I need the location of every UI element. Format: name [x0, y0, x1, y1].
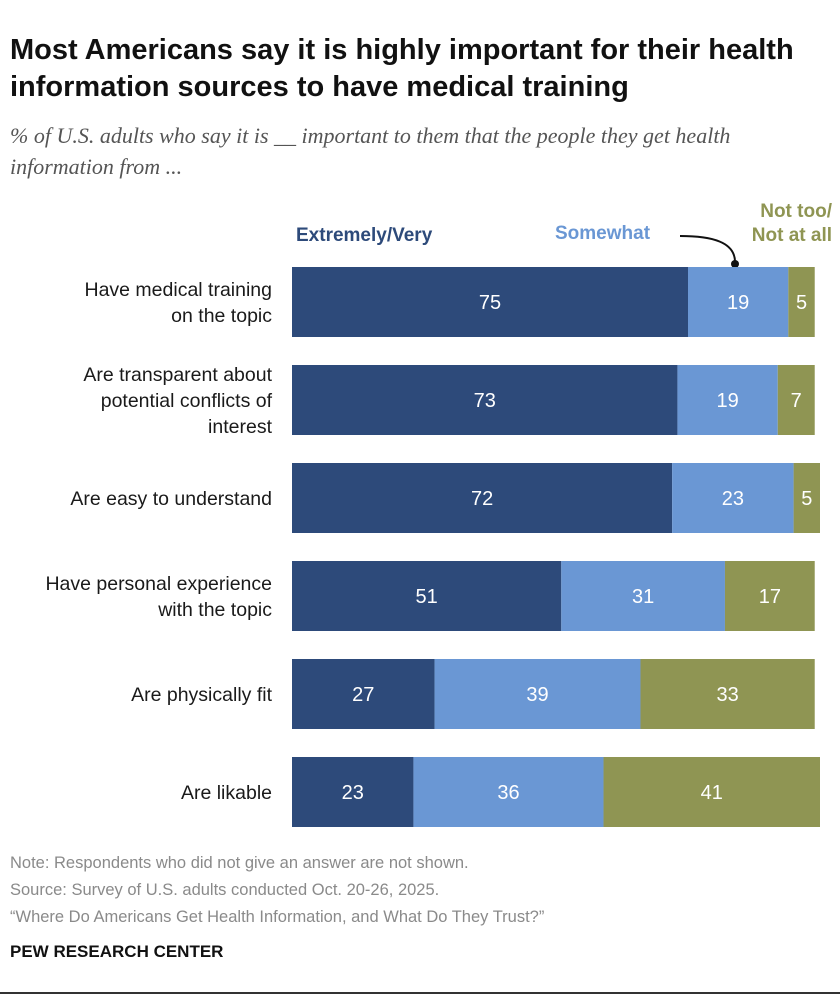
category-label: Have personal experience with the topic	[45, 573, 272, 621]
category-label: Have medical training on the topic	[84, 279, 272, 327]
bar-segment-somewhat	[434, 659, 641, 729]
bar-value-label: 7	[791, 390, 802, 412]
bar-segment-not-too	[793, 463, 820, 533]
bar-value-label: 19	[716, 390, 738, 412]
legend-pointer-dot	[731, 260, 739, 268]
bar-value-label: 51	[416, 586, 438, 608]
footer-note: Note: Respondents who did not give an an…	[10, 854, 469, 872]
footer-report-title: “Where Do Americans Get Health Informati…	[10, 908, 545, 926]
legend-not-too: Not too/ Not at all	[692, 200, 832, 248]
bar-value-label: 41	[701, 782, 723, 804]
bar-value-label: 73	[474, 390, 496, 412]
bar-segment-extremely-very	[292, 267, 688, 337]
brand-logo-text: PEW RESEARCH CENTER	[10, 942, 224, 961]
legend-pointer-line	[679, 235, 736, 263]
bar-value-label: 72	[471, 488, 493, 510]
bar-value-label: 23	[722, 488, 744, 510]
bar-segment-not-too	[777, 365, 815, 435]
bar-segment-extremely-very	[292, 463, 673, 533]
bar-value-label: 75	[479, 292, 501, 314]
bar-segment-not-too	[603, 757, 820, 827]
bar-segment-extremely-very	[292, 757, 414, 827]
bar-segment-not-too	[640, 659, 815, 729]
bar-value-label: 19	[727, 292, 749, 314]
category-label: Are physically fit	[131, 684, 272, 706]
bar-segment-somewhat	[688, 267, 789, 337]
bar-segment-somewhat	[413, 757, 604, 827]
legend-not-too-line1: Not too/	[760, 201, 832, 222]
bar-value-label: 31	[632, 586, 654, 608]
bar-value-label: 33	[716, 684, 738, 706]
bar-value-label: 39	[526, 684, 548, 706]
legend-not-too-line2: Not at all	[751, 225, 832, 246]
bar-segment-somewhat	[561, 561, 725, 631]
bar-segment-extremely-very	[292, 659, 435, 729]
footer-notes: Note: Respondents who did not give an an…	[10, 850, 830, 931]
legend-somewhat: Somewhat	[555, 223, 651, 244]
footer-source: Source: Survey of U.S. adults conducted …	[10, 881, 440, 899]
bar-value-label: 36	[497, 782, 519, 804]
bar-value-label: 5	[796, 292, 807, 314]
bar-segment-somewhat	[672, 463, 794, 533]
bar-value-label: 5	[801, 488, 812, 510]
bar-segment-not-too	[788, 267, 815, 337]
bar-value-label: 17	[759, 586, 781, 608]
bottom-divider	[0, 992, 840, 994]
bar-value-label: 23	[342, 782, 364, 804]
chart-subtitle: % of U.S. adults who say it is __ import…	[10, 123, 731, 179]
bar-segment-not-too	[724, 561, 815, 631]
bar-segment-extremely-very	[292, 365, 678, 435]
bar-segment-somewhat	[677, 365, 778, 435]
bar-segment-extremely-very	[292, 561, 562, 631]
chart-title: Most Americans say it is highly importan…	[10, 34, 794, 103]
category-label: Are easy to understand	[70, 488, 272, 510]
legend-extremely-very: Extremely/Very	[296, 225, 433, 246]
bar-value-label: 27	[352, 684, 374, 706]
category-label: Are likable	[181, 782, 272, 804]
category-label: Are transparent about potential conflicts…	[83, 364, 272, 438]
